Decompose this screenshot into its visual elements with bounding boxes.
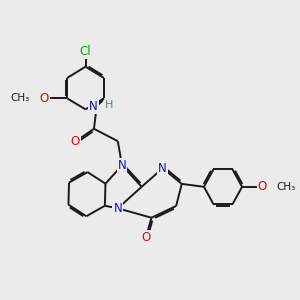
Text: Cl: Cl: [80, 45, 92, 58]
Text: O: O: [40, 92, 49, 105]
Text: O: O: [70, 135, 80, 148]
Text: CH₃: CH₃: [10, 94, 29, 103]
Text: O: O: [141, 231, 151, 244]
Text: N: N: [158, 162, 167, 175]
Text: O: O: [258, 180, 267, 193]
Text: N: N: [89, 100, 98, 113]
Text: N: N: [113, 202, 122, 215]
Text: H: H: [105, 100, 114, 110]
Text: N: N: [118, 159, 126, 172]
Text: CH₃: CH₃: [277, 182, 296, 192]
